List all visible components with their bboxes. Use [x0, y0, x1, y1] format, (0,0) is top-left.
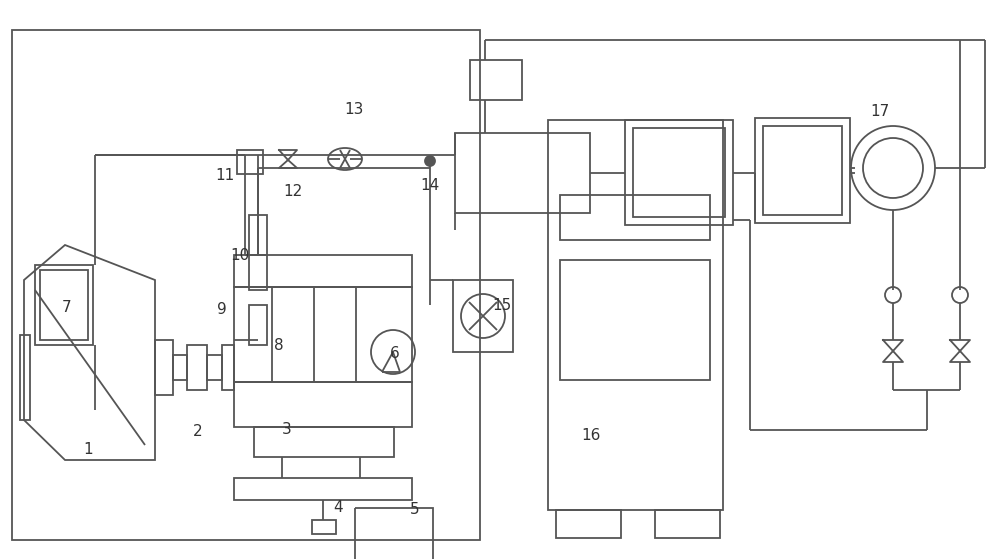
- Bar: [355, 508, 433, 559]
- Bar: [453, 280, 513, 352]
- Bar: [560, 260, 710, 380]
- Text: 4: 4: [333, 500, 343, 515]
- Bar: [12, 30, 480, 540]
- Text: 11: 11: [215, 168, 235, 182]
- Bar: [455, 133, 590, 213]
- Bar: [40, 270, 88, 340]
- Bar: [173, 355, 187, 380]
- Bar: [755, 118, 850, 223]
- Text: 5: 5: [410, 503, 420, 518]
- Bar: [187, 345, 207, 390]
- Ellipse shape: [328, 148, 362, 170]
- Text: 16: 16: [581, 428, 601, 443]
- Text: 6: 6: [390, 345, 400, 361]
- Bar: [234, 255, 412, 287]
- Bar: [207, 355, 222, 380]
- Bar: [35, 265, 93, 345]
- Bar: [548, 120, 723, 510]
- Bar: [249, 215, 267, 290]
- Bar: [312, 520, 336, 534]
- Bar: [20, 335, 30, 420]
- Bar: [470, 60, 522, 100]
- Text: 17: 17: [870, 105, 890, 120]
- Bar: [560, 195, 710, 240]
- Bar: [763, 126, 842, 215]
- Text: 1: 1: [83, 443, 93, 457]
- Bar: [254, 427, 394, 457]
- Text: 8: 8: [274, 338, 284, 353]
- Bar: [625, 120, 733, 225]
- Bar: [249, 305, 267, 345]
- Bar: [237, 150, 263, 174]
- Text: 7: 7: [62, 301, 72, 315]
- Bar: [556, 510, 621, 538]
- Text: 12: 12: [283, 184, 303, 200]
- Bar: [234, 478, 412, 500]
- Text: 10: 10: [230, 248, 250, 263]
- Bar: [633, 128, 725, 217]
- Bar: [155, 340, 173, 395]
- Text: 15: 15: [492, 297, 512, 312]
- Text: 13: 13: [344, 102, 364, 117]
- Text: 14: 14: [420, 178, 440, 192]
- Bar: [655, 510, 720, 538]
- Bar: [234, 382, 412, 427]
- Circle shape: [425, 156, 435, 166]
- Text: 9: 9: [217, 302, 227, 318]
- Bar: [234, 287, 412, 382]
- Text: 2: 2: [193, 424, 203, 439]
- Bar: [222, 345, 234, 390]
- Text: 3: 3: [282, 423, 292, 438]
